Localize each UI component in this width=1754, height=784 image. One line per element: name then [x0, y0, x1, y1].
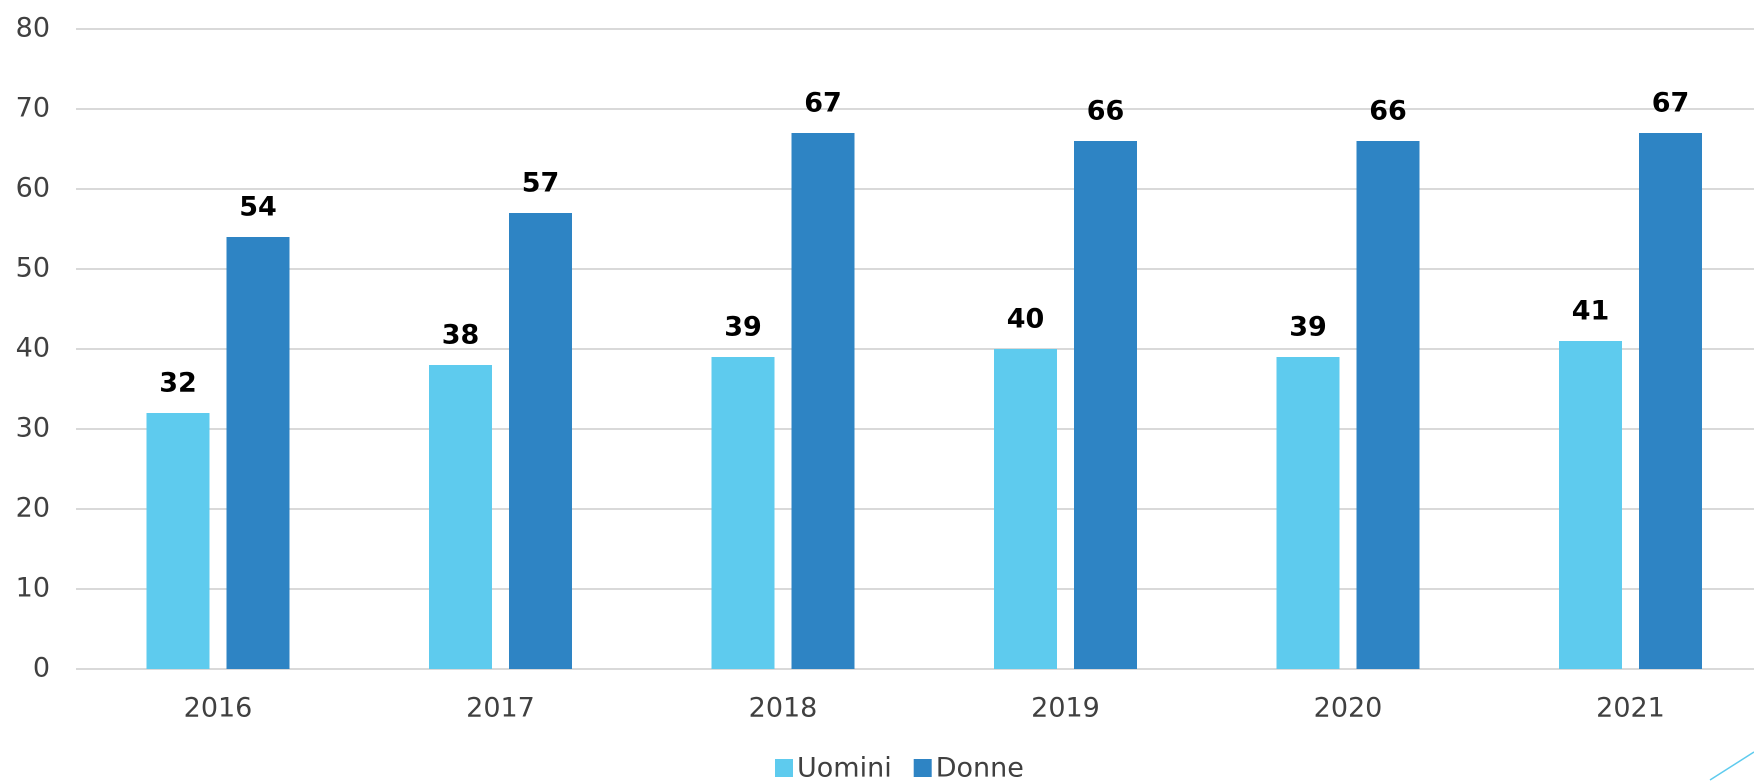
legend-swatch — [913, 759, 932, 777]
data-label: 40 — [1007, 304, 1045, 335]
data-label: 66 — [1087, 96, 1125, 127]
y-tick-label: 10 — [16, 573, 50, 604]
y-tick-label: 70 — [16, 93, 50, 124]
data-label: 54 — [239, 192, 277, 223]
data-label: 66 — [1369, 96, 1407, 127]
x-tick-label: 2020 — [1314, 693, 1383, 724]
bar — [1276, 357, 1340, 669]
bar — [994, 349, 1057, 669]
data-label: 38 — [442, 320, 480, 351]
bar — [1356, 141, 1420, 669]
legend-swatch — [775, 759, 793, 777]
bar — [509, 213, 572, 669]
y-tick-label: 0 — [33, 653, 50, 684]
x-tick-label: 2016 — [184, 693, 253, 724]
decoration — [1709, 751, 1754, 781]
x-tick-label: 2018 — [749, 693, 818, 724]
y-tick-label: 20 — [16, 493, 50, 524]
x-tick-label: 2017 — [466, 693, 535, 724]
y-tick-label: 30 — [16, 413, 50, 444]
y-tick-label: 40 — [16, 333, 50, 364]
bar — [1639, 133, 1702, 669]
data-label: 57 — [522, 168, 560, 199]
legend-label: Donne — [936, 753, 1024, 784]
data-label: 32 — [159, 368, 197, 399]
data-label: 39 — [724, 312, 762, 343]
y-tick-label: 50 — [16, 253, 50, 284]
bar — [1074, 141, 1137, 669]
legend-label: Uomini — [797, 753, 892, 784]
x-tick-label: 2021 — [1596, 693, 1665, 724]
bar — [1559, 341, 1622, 669]
data-label: 41 — [1572, 296, 1610, 327]
data-label: 39 — [1289, 312, 1327, 343]
data-label: 67 — [1652, 88, 1690, 119]
x-tick-label: 2019 — [1031, 693, 1100, 724]
bar — [146, 413, 210, 669]
bar — [226, 237, 290, 669]
bar — [711, 357, 775, 669]
bar — [791, 133, 855, 669]
data-label: 67 — [804, 88, 842, 119]
bar — [429, 365, 492, 669]
y-tick-label: 80 — [16, 13, 50, 44]
y-tick-label: 60 — [16, 173, 50, 204]
